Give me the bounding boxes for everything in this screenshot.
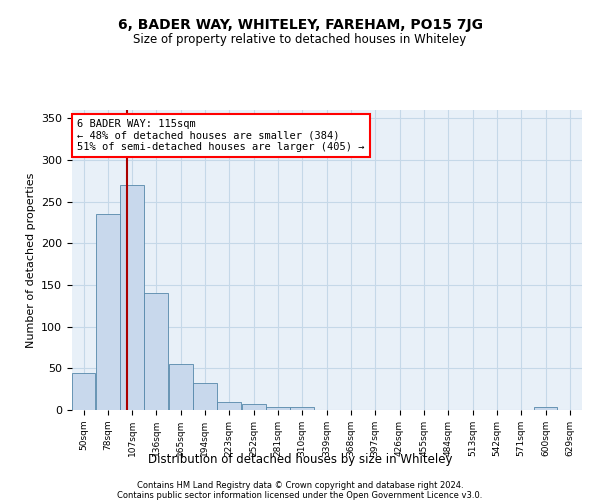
- Bar: [95, 214, 119, 410]
- Text: 6 BADER WAY: 115sqm
← 48% of detached houses are smaller (384)
51% of semi-detac: 6 BADER WAY: 115sqm ← 48% of detached ho…: [77, 119, 365, 152]
- Bar: [145, 292, 168, 410]
- Bar: [290, 406, 314, 410]
- Text: Distribution of detached houses by size in Whiteley: Distribution of detached houses by size …: [148, 452, 452, 466]
- Text: 6, BADER WAY, WHITELEY, FAREHAM, PO15 7JG: 6, BADER WAY, WHITELEY, FAREHAM, PO15 7J…: [118, 18, 482, 32]
- Bar: [193, 382, 217, 410]
- Bar: [217, 402, 241, 410]
- Bar: [266, 406, 290, 410]
- Y-axis label: Number of detached properties: Number of detached properties: [26, 172, 35, 348]
- Bar: [72, 374, 95, 410]
- Text: Contains HM Land Registry data © Crown copyright and database right 2024.: Contains HM Land Registry data © Crown c…: [137, 481, 463, 490]
- Text: Size of property relative to detached houses in Whiteley: Size of property relative to detached ho…: [133, 32, 467, 46]
- Bar: [169, 364, 193, 410]
- Text: Contains public sector information licensed under the Open Government Licence v3: Contains public sector information licen…: [118, 491, 482, 500]
- Bar: [120, 185, 144, 410]
- Bar: [242, 404, 266, 410]
- Bar: [533, 406, 557, 410]
